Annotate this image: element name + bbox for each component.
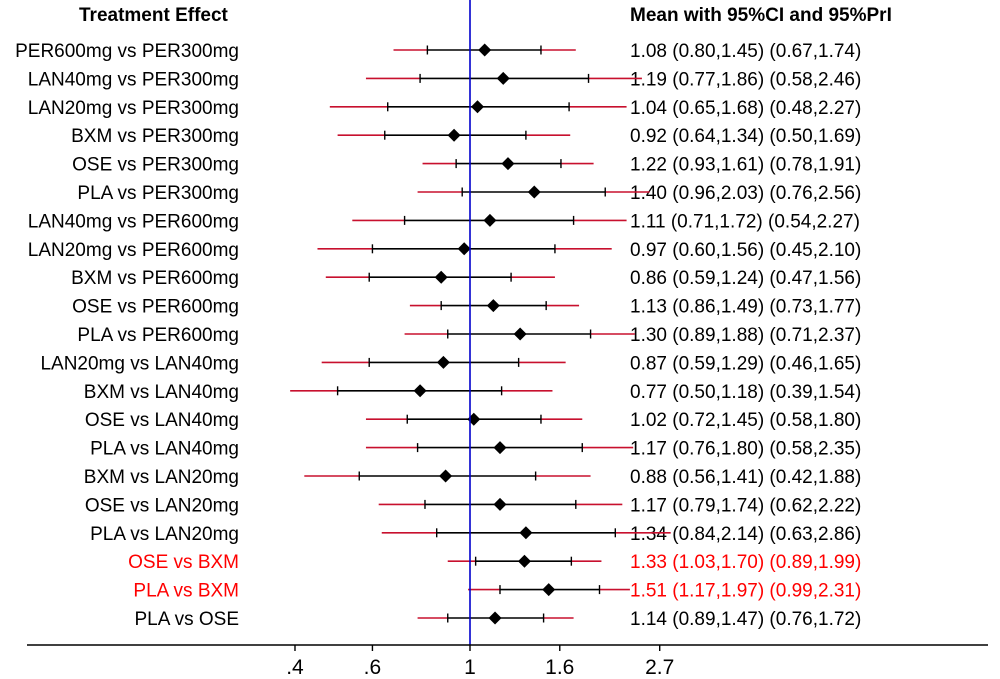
- forest-row: OSE vs LAN40mg 1.02 (0.72,1.45) (0.58,1.8…: [85, 410, 862, 431]
- forest-row: LAN20mg vs PER600mg 0.97 (0.60,1.56) (0.4…: [28, 240, 862, 261]
- row-value-text: 0.87 (0.59,1.29) (0.46,1.65): [630, 353, 861, 374]
- forest-row: BXM vs LAN20mg 0.88 (0.56,1.41) (0.42,1.8…: [84, 467, 862, 488]
- forest-row: OSE vs BXM 1.33 (1.03,1.70) (0.89,1.99): [128, 552, 861, 573]
- forest-row: LAN40mg vs PER300mg 1.19 (0.77,1.86) (0.5…: [28, 69, 862, 90]
- x-tick-label: .6: [364, 656, 382, 679]
- forest-rows: PER600mg vs PER300mg 1.08 (0.80,1.45) (0.…: [15, 41, 861, 630]
- row-value-text: 1.22 (0.93,1.61) (0.78,1.91): [630, 155, 861, 176]
- x-axis-ticks: .4 .6 1 1.6 2.7: [286, 645, 674, 679]
- forest-row: PLA vs BXM 1.51 (1.17,1.97) (0.99,2.31): [133, 581, 861, 602]
- forest-row: OSE vs PER600mg 1.13 (0.86,1.49) (0.73,1.…: [72, 297, 861, 318]
- row-label: BXM vs PER600mg: [71, 268, 239, 289]
- forest-row: PLA vs LAN40mg 1.17 (0.76,1.80) (0.58,2.3…: [90, 439, 861, 460]
- row-value-text: 1.17 (0.79,1.74) (0.62,2.22): [630, 495, 861, 516]
- row-value-text: 1.02 (0.72,1.45) (0.58,1.80): [630, 410, 861, 431]
- forest-row: BXM vs PER300mg 0.92 (0.64,1.34) (0.50,1.…: [71, 126, 861, 147]
- row-label: PLA vs PER300mg: [77, 183, 239, 204]
- x-tick-label: .4: [286, 656, 304, 679]
- row-label: PER600mg vs PER300mg: [15, 41, 239, 62]
- row-value-text: 1.19 (0.77,1.86) (0.58,2.46): [630, 69, 861, 90]
- label-column-header: Treatment Effect: [79, 5, 229, 26]
- row-label: PLA vs BXM: [133, 581, 239, 602]
- row-value-text: 1.08 (0.80,1.45) (0.67,1.74): [630, 41, 861, 62]
- mean-diamond: [493, 441, 507, 455]
- forest-row: LAN20mg vs PER300mg 1.04 (0.65,1.68) (0.4…: [28, 98, 862, 119]
- row-value-text: 1.51 (1.17,1.97) (0.99,2.31): [630, 581, 861, 602]
- row-label: LAN40mg vs PER600mg: [28, 211, 239, 232]
- forest-row: PER600mg vs PER300mg 1.08 (0.80,1.45) (0.…: [15, 41, 861, 62]
- mean-diamond: [501, 157, 515, 171]
- row-label: OSE vs PER600mg: [72, 297, 239, 318]
- forest-row: PLA vs LAN20mg 1.34 (0.84,2.14) (0.63,2.8…: [90, 524, 861, 545]
- row-value-text: 1.30 (0.89,1.88) (0.71,2.37): [630, 325, 861, 346]
- row-value-text: 1.11 (0.71,1.72) (0.54,2.27): [630, 211, 860, 232]
- row-value-text: 1.33 (1.03,1.70) (0.89,1.99): [630, 552, 861, 573]
- row-label: PLA vs LAN40mg: [90, 439, 239, 460]
- mean-diamond: [513, 327, 527, 341]
- row-label: OSE vs LAN40mg: [85, 410, 239, 431]
- row-value-text: 0.77 (0.50,1.18) (0.39,1.54): [630, 382, 861, 403]
- mean-diamond: [486, 299, 500, 313]
- forest-row: PLA vs PER300mg 1.40 (0.96,2.03) (0.76,2.…: [77, 183, 861, 204]
- row-value-text: 0.88 (0.56,1.41) (0.42,1.88): [630, 467, 861, 488]
- forest-row: BXM vs LAN40mg 0.77 (0.50,1.18) (0.39,1.5…: [84, 382, 862, 403]
- row-label: BXM vs PER300mg: [71, 126, 239, 147]
- row-label: OSE vs BXM: [128, 552, 239, 573]
- mean-diamond: [439, 469, 453, 483]
- mean-diamond: [496, 71, 510, 85]
- x-tick-label: 1: [464, 656, 476, 679]
- row-label: BXM vs LAN20mg: [84, 467, 239, 488]
- value-column-header: Mean with 95%CI and 95%PrI: [630, 5, 892, 26]
- row-label: PLA vs LAN20mg: [90, 524, 239, 545]
- row-label: OSE vs PER300mg: [72, 155, 239, 176]
- mean-diamond: [470, 100, 484, 114]
- forest-row: PLA vs OSE 1.14 (0.89,1.47) (0.76,1.72): [134, 609, 861, 630]
- x-tick-label: 2.7: [645, 656, 674, 679]
- mean-diamond: [413, 384, 427, 398]
- row-label: LAN20mg vs LAN40mg: [40, 353, 239, 374]
- mean-diamond: [488, 611, 502, 625]
- forest-row: PLA vs PER600mg 1.30 (0.89,1.88) (0.71,2.…: [77, 325, 861, 346]
- mean-diamond: [436, 355, 450, 369]
- forest-row: BXM vs PER600mg 0.86 (0.59,1.24) (0.47,1.…: [71, 268, 861, 289]
- mean-diamond: [457, 242, 471, 256]
- forest-row: LAN40mg vs PER600mg 1.11 (0.71,1.72) (0.5…: [28, 211, 860, 232]
- mean-diamond: [542, 583, 556, 597]
- row-value-text: 1.14 (0.89,1.47) (0.76,1.72): [630, 609, 861, 630]
- row-label: PLA vs OSE: [134, 609, 239, 630]
- mean-diamond: [478, 43, 492, 57]
- mean-diamond: [527, 185, 541, 199]
- forest-row: OSE vs PER300mg 1.22 (0.93,1.61) (0.78,1.…: [72, 155, 861, 176]
- x-tick-label: 1.6: [545, 656, 574, 679]
- row-label: LAN20mg vs PER300mg: [28, 98, 239, 119]
- row-value-text: 1.13 (0.86,1.49) (0.73,1.77): [630, 297, 861, 318]
- row-value-text: 1.17 (0.76,1.80) (0.58,2.35): [630, 439, 861, 460]
- row-label: LAN40mg vs PER300mg: [28, 69, 239, 90]
- row-value-text: 1.40 (0.96,2.03) (0.76,2.56): [630, 183, 861, 204]
- row-value-text: 0.97 (0.60,1.56) (0.45,2.10): [630, 240, 861, 261]
- row-label: OSE vs LAN20mg: [85, 495, 239, 516]
- mean-diamond: [519, 526, 533, 540]
- mean-diamond: [517, 554, 531, 568]
- mean-diamond: [434, 270, 448, 284]
- mean-diamond: [447, 128, 461, 142]
- row-value-text: 1.34 (0.84,2.14) (0.63,2.86): [630, 524, 861, 545]
- forest-row: OSE vs LAN20mg 1.17 (0.79,1.74) (0.62,2.2…: [85, 495, 862, 516]
- mean-diamond: [483, 213, 497, 227]
- mean-diamond: [493, 497, 507, 511]
- row-label: LAN20mg vs PER600mg: [28, 240, 239, 261]
- row-value-text: 0.92 (0.64,1.34) (0.50,1.69): [630, 126, 861, 147]
- row-value-text: 0.86 (0.59,1.24) (0.47,1.56): [630, 268, 861, 289]
- row-label: PLA vs PER600mg: [77, 325, 239, 346]
- row-value-text: 1.04 (0.65,1.68) (0.48,2.27): [630, 98, 861, 119]
- forest-row: LAN20mg vs LAN40mg 0.87 (0.59,1.29) (0.46…: [40, 353, 861, 374]
- row-label: BXM vs LAN40mg: [84, 382, 239, 403]
